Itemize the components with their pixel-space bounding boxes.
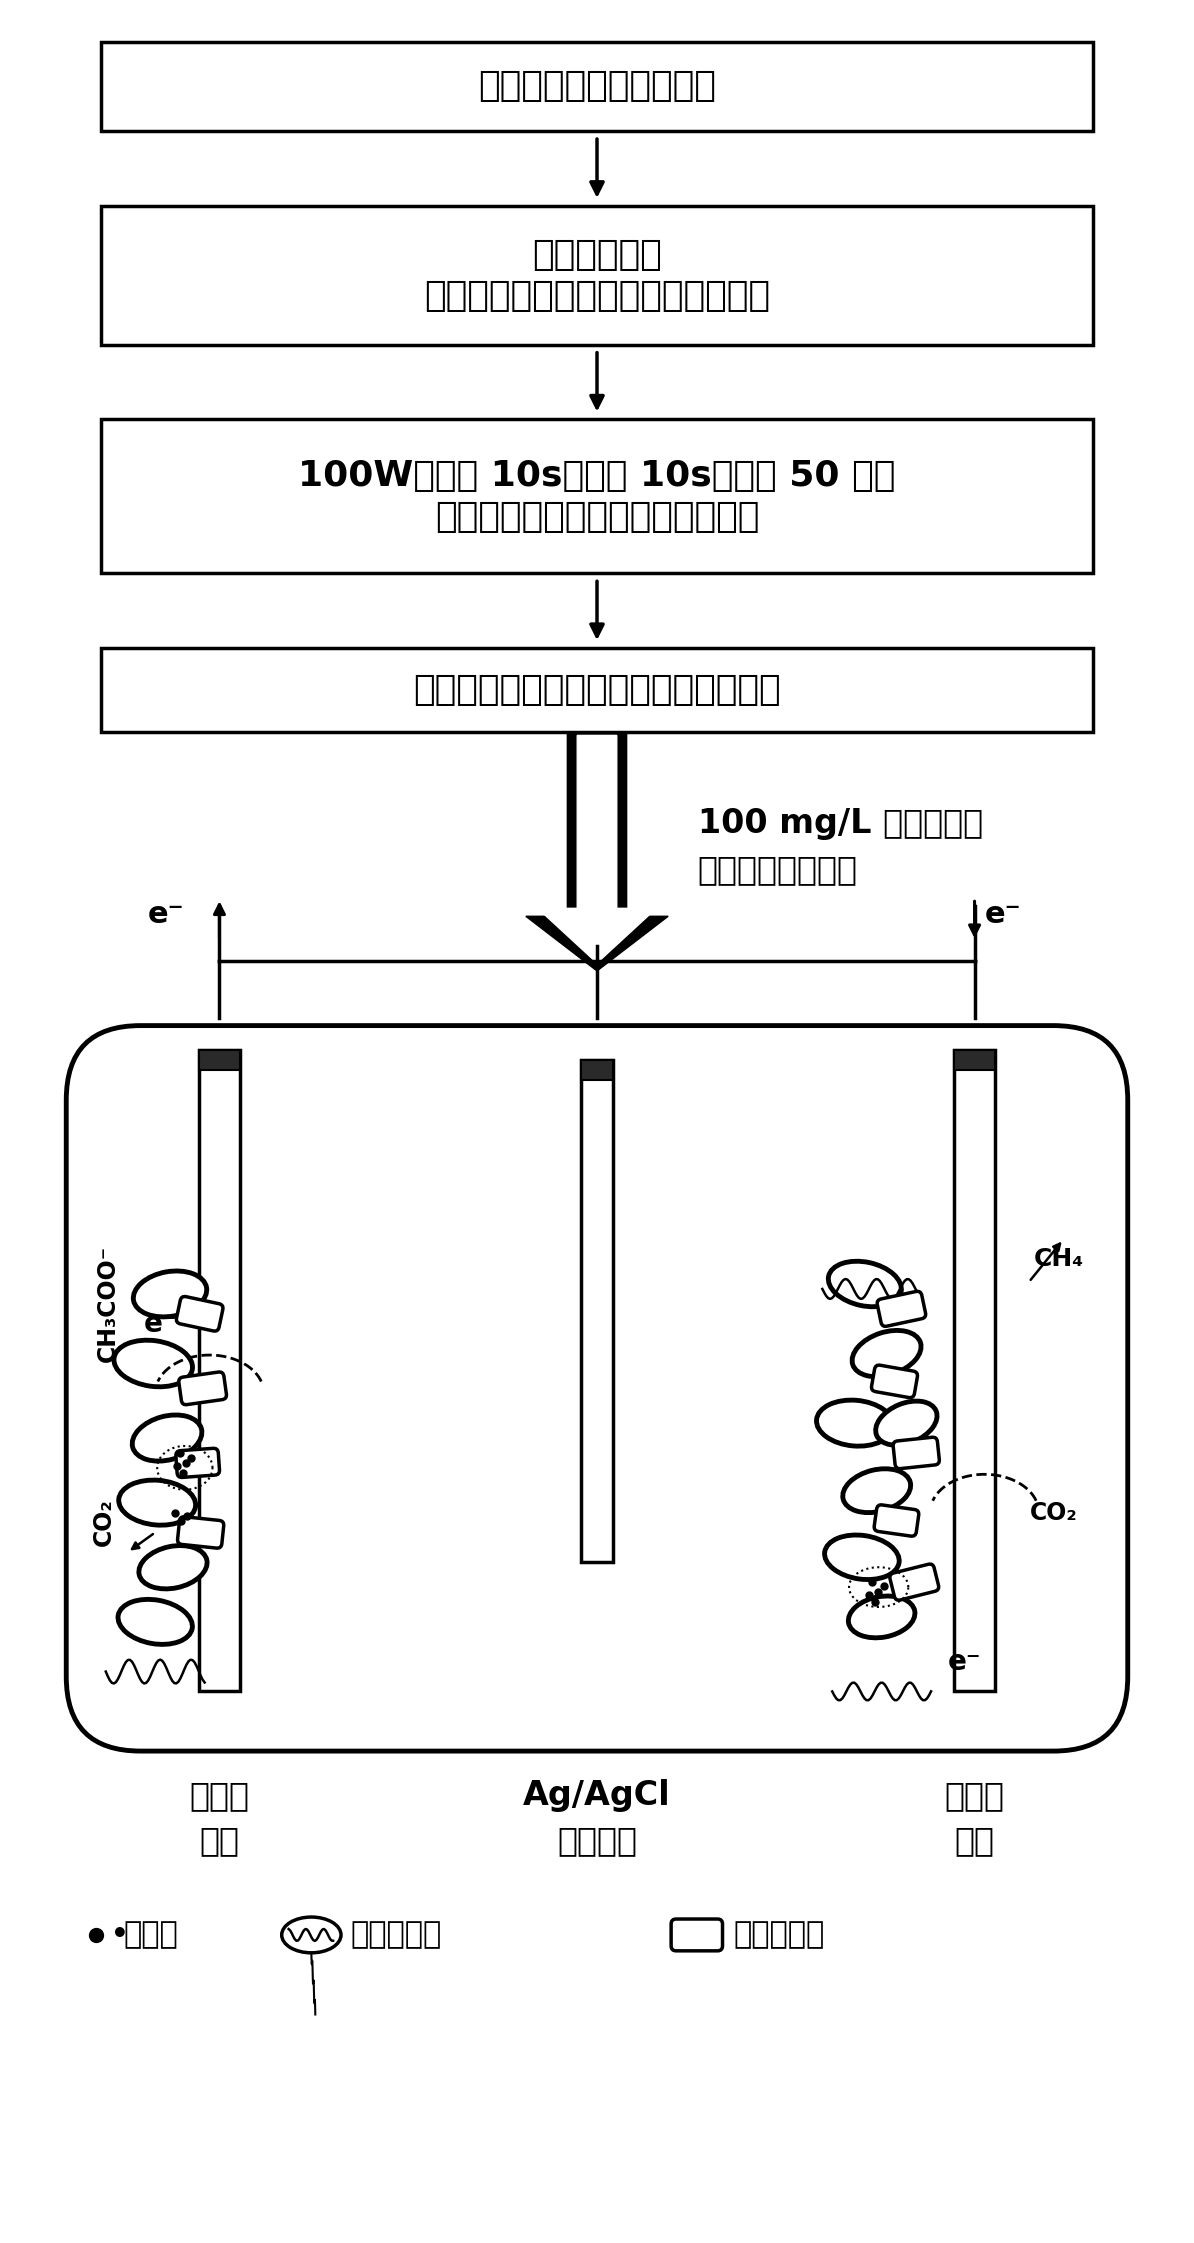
Text: e⁻: e⁻ [143, 1310, 177, 1337]
Text: 产甲烷古菌: 产甲烷古菌 [733, 1920, 825, 1949]
FancyBboxPatch shape [671, 1920, 722, 1951]
Text: e⁻: e⁻ [148, 899, 185, 929]
Text: CH₃COO⁻: CH₃COO⁻ [96, 1245, 119, 1362]
FancyBboxPatch shape [179, 1373, 227, 1404]
FancyBboxPatch shape [874, 1505, 918, 1536]
Ellipse shape [139, 1545, 207, 1588]
Bar [954, 1050, 996, 1070]
Ellipse shape [849, 1597, 915, 1637]
Bar [100, 419, 1094, 574]
Text: 100W，破碎 10s，间隔 10s，重复 50 次）: 100W，破碎 10s，间隔 10s，重复 50 次） [298, 460, 896, 493]
Text: 磁小体: 磁小体 [123, 1920, 178, 1949]
Text: CO₂: CO₂ [92, 1498, 116, 1545]
FancyBboxPatch shape [176, 1449, 220, 1478]
Ellipse shape [875, 1402, 937, 1444]
Ellipse shape [843, 1469, 911, 1512]
FancyBboxPatch shape [893, 1438, 940, 1469]
Text: Ag/AgCl: Ag/AgCl [523, 1779, 671, 1812]
Text: 阳极: 阳极 [199, 1824, 240, 1857]
Text: 阴极: 阴极 [954, 1824, 995, 1857]
Text: 在冰浴环境中超声破碎细胞（功率: 在冰浴环境中超声破碎细胞（功率 [435, 500, 759, 534]
Text: 电活性细菌: 电活性细菌 [351, 1920, 442, 1949]
Ellipse shape [853, 1330, 921, 1377]
Text: e⁻: e⁻ [984, 899, 1021, 929]
FancyBboxPatch shape [178, 1516, 223, 1548]
Ellipse shape [829, 1261, 901, 1308]
Polygon shape [525, 733, 669, 971]
Ellipse shape [134, 1272, 207, 1317]
Bar [198, 1050, 240, 1691]
Bar [954, 1050, 996, 1691]
FancyBboxPatch shape [890, 1563, 938, 1599]
Text: 石墨棒: 石墨棒 [944, 1779, 1004, 1812]
Bar [198, 1050, 240, 1070]
Text: CH₄: CH₄ [1034, 1247, 1084, 1272]
Bar [100, 648, 1094, 733]
Text: 石墨棒: 石墨棒 [190, 1779, 250, 1812]
Text: 处于对数生长期的磁螺菌: 处于对数生长期的磁螺菌 [478, 70, 716, 103]
Text: 参比电极: 参比电极 [556, 1824, 638, 1857]
Text: 微生物电发酵系统: 微生物电发酵系统 [697, 852, 857, 886]
Bar [581, 1061, 613, 1563]
FancyBboxPatch shape [177, 1296, 223, 1330]
Bar [100, 206, 1094, 345]
Text: 磁铁吸附分离并洗涤得到纯化的磁小体: 磁铁吸附分离并洗涤得到纯化的磁小体 [413, 673, 781, 707]
FancyBboxPatch shape [878, 1292, 925, 1326]
Text: e⁻: e⁻ [948, 1649, 981, 1676]
Text: 100 mg/L 磁小体加入: 100 mg/L 磁小体加入 [697, 807, 983, 841]
Ellipse shape [118, 1480, 196, 1525]
Ellipse shape [282, 1918, 341, 1954]
Ellipse shape [817, 1400, 893, 1447]
Text: 于磷酸缓冲液: 于磷酸缓冲液 [533, 238, 661, 271]
Text: 离心弃去上清液收集菌体，重新悬浮: 离心弃去上清液收集菌体，重新悬浮 [424, 278, 770, 314]
Text: CO₂: CO₂ [1029, 1501, 1077, 1525]
FancyBboxPatch shape [872, 1366, 917, 1397]
Ellipse shape [113, 1339, 192, 1386]
Ellipse shape [133, 1415, 202, 1460]
Bar [100, 43, 1094, 130]
Ellipse shape [118, 1599, 192, 1644]
FancyBboxPatch shape [66, 1025, 1128, 1752]
Ellipse shape [825, 1534, 899, 1579]
Polygon shape [537, 736, 657, 962]
Text: •: • [111, 1920, 139, 1949]
Bar [581, 1061, 613, 1081]
